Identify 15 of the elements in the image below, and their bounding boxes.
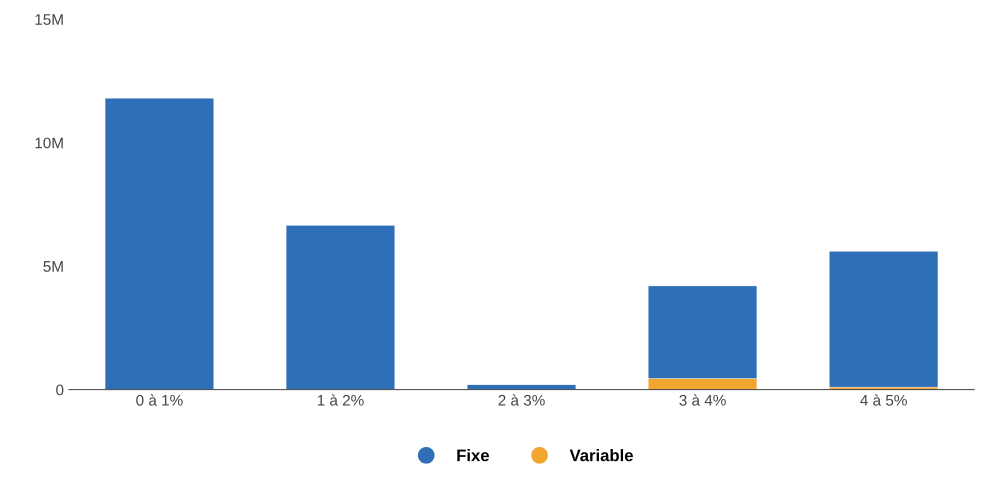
y-tick-label: 5M xyxy=(43,261,63,272)
legend-label: Fixe xyxy=(457,449,489,462)
bar xyxy=(286,225,395,390)
x-tick-label: 4 à 5% xyxy=(860,394,907,406)
y-tick-label: 15M xyxy=(35,14,63,25)
bar xyxy=(466,384,576,390)
x-tick-label: 0 à 1% xyxy=(136,394,183,406)
y-tick-label: 0 xyxy=(56,384,64,396)
bar xyxy=(104,98,214,390)
x-tick-label: 3 à 4% xyxy=(679,394,726,406)
bar xyxy=(829,251,938,388)
y-tick-label: 10M xyxy=(35,138,63,148)
legend-label: Variable xyxy=(570,449,633,462)
x-tick-label: 2 à 3% xyxy=(498,394,545,406)
x-tick-label: 1 à 2% xyxy=(318,394,364,406)
